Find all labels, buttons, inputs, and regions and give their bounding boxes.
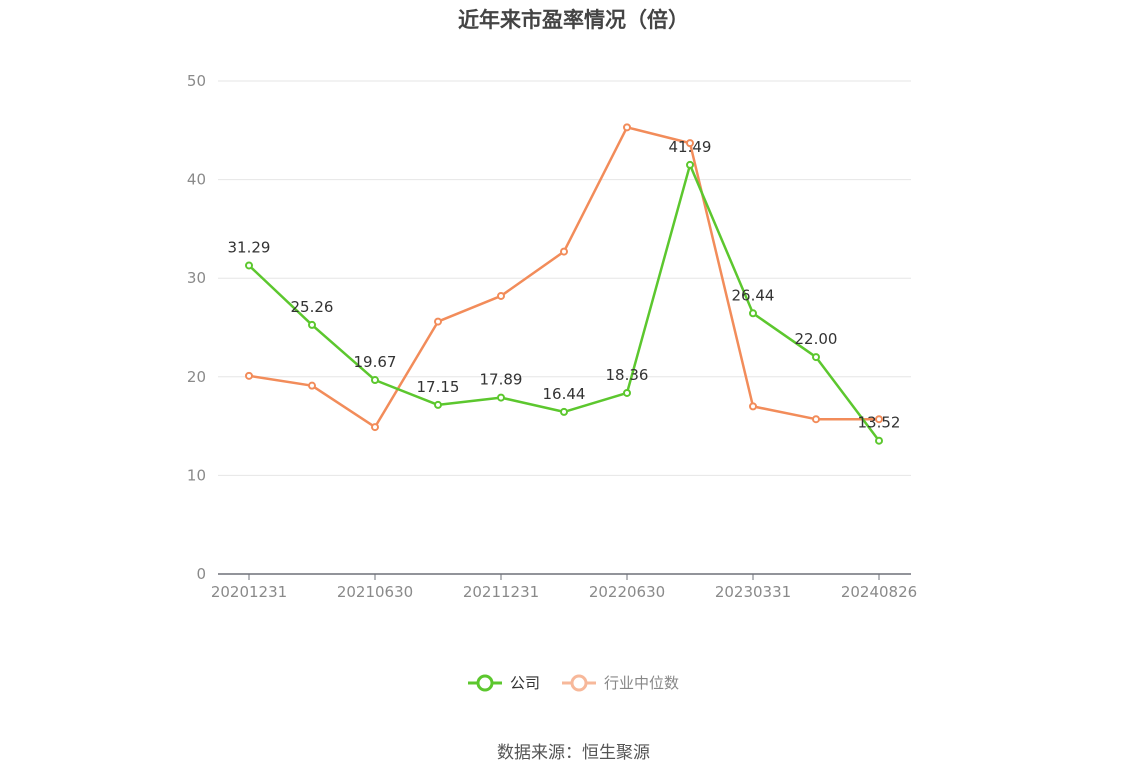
series-layer xyxy=(245,123,883,445)
series-line-industry xyxy=(248,126,879,429)
x-tick-label: 20240826 xyxy=(841,583,917,601)
data-label: 26.44 xyxy=(732,286,775,304)
data-point-industry[interactable] xyxy=(308,381,316,390)
legend-item-industry[interactable]: 行业中位数 xyxy=(562,672,679,693)
data-point-company[interactable] xyxy=(371,376,379,385)
data-point-industry[interactable] xyxy=(560,247,568,256)
x-tick-label: 20210630 xyxy=(337,583,413,601)
source-note: 数据来源：恒生聚源 xyxy=(497,743,650,763)
data-point-industry[interactable] xyxy=(497,291,505,300)
data-point-industry[interactable] xyxy=(875,415,883,424)
y-tick-label: 0 xyxy=(196,565,206,583)
legend-item-company[interactable]: 公司 xyxy=(467,672,540,693)
legend: 公司 行业中位数 xyxy=(0,672,1147,693)
data-point-industry[interactable] xyxy=(434,317,442,326)
data-point-industry[interactable] xyxy=(686,139,694,148)
x-tick-label: 20201231 xyxy=(211,583,287,601)
y-tick-label: 40 xyxy=(187,171,206,189)
data-point-company[interactable] xyxy=(875,436,883,445)
x-tick-label: 20220630 xyxy=(589,583,665,601)
data-point-industry[interactable] xyxy=(371,423,379,432)
data-point-company[interactable] xyxy=(560,407,568,416)
data-label: 22.00 xyxy=(795,330,838,348)
data-point-company[interactable] xyxy=(497,393,505,402)
data-point-company[interactable] xyxy=(749,309,757,318)
data-point-company[interactable] xyxy=(434,400,442,409)
data-label: 31.29 xyxy=(228,238,271,256)
data-label: 18.36 xyxy=(606,366,649,384)
data-label: 19.67 xyxy=(354,353,397,371)
y-tick-label: 50 xyxy=(187,72,206,90)
data-point-company[interactable] xyxy=(623,388,631,397)
data-point-company[interactable] xyxy=(686,160,694,169)
data-point-industry[interactable] xyxy=(623,123,631,132)
grid-lines xyxy=(218,80,911,476)
data-point-industry[interactable] xyxy=(812,415,820,424)
data-label: 17.89 xyxy=(480,371,523,389)
y-tick-label: 20 xyxy=(187,368,206,386)
data-label: 16.44 xyxy=(543,385,586,403)
legend-company-marker-icon xyxy=(467,674,502,691)
x-tick-label: 20211231 xyxy=(463,583,539,601)
data-point-company[interactable] xyxy=(812,353,820,362)
data-point-industry[interactable] xyxy=(749,402,757,411)
y-tick-label: 10 xyxy=(187,466,206,484)
data-label: 41.49 xyxy=(669,138,712,156)
data-point-industry[interactable] xyxy=(245,371,253,380)
data-label: 25.26 xyxy=(291,298,334,316)
data-label: 17.15 xyxy=(417,378,460,396)
y-tick-label: 30 xyxy=(187,269,206,287)
data-point-company[interactable] xyxy=(308,320,316,329)
legend-company-label: 公司 xyxy=(509,674,540,692)
legend-industry-label: 行业中位数 xyxy=(604,674,680,692)
data-point-company[interactable] xyxy=(245,261,253,270)
data-labels: 31.29 25.26 19.67 17.15 17.89 16.44 18.36 41.49… xyxy=(228,138,901,432)
x-tick-label: 20230331 xyxy=(715,583,791,601)
axes: 0 10 20 30 40 50 20201231 20210630 20211231 20220… xyxy=(187,72,917,601)
data-label: 13.52 xyxy=(858,414,901,432)
legend-industry-marker-icon xyxy=(562,674,596,691)
chart-title: 近年来市盈率情况（倍） xyxy=(458,8,689,32)
